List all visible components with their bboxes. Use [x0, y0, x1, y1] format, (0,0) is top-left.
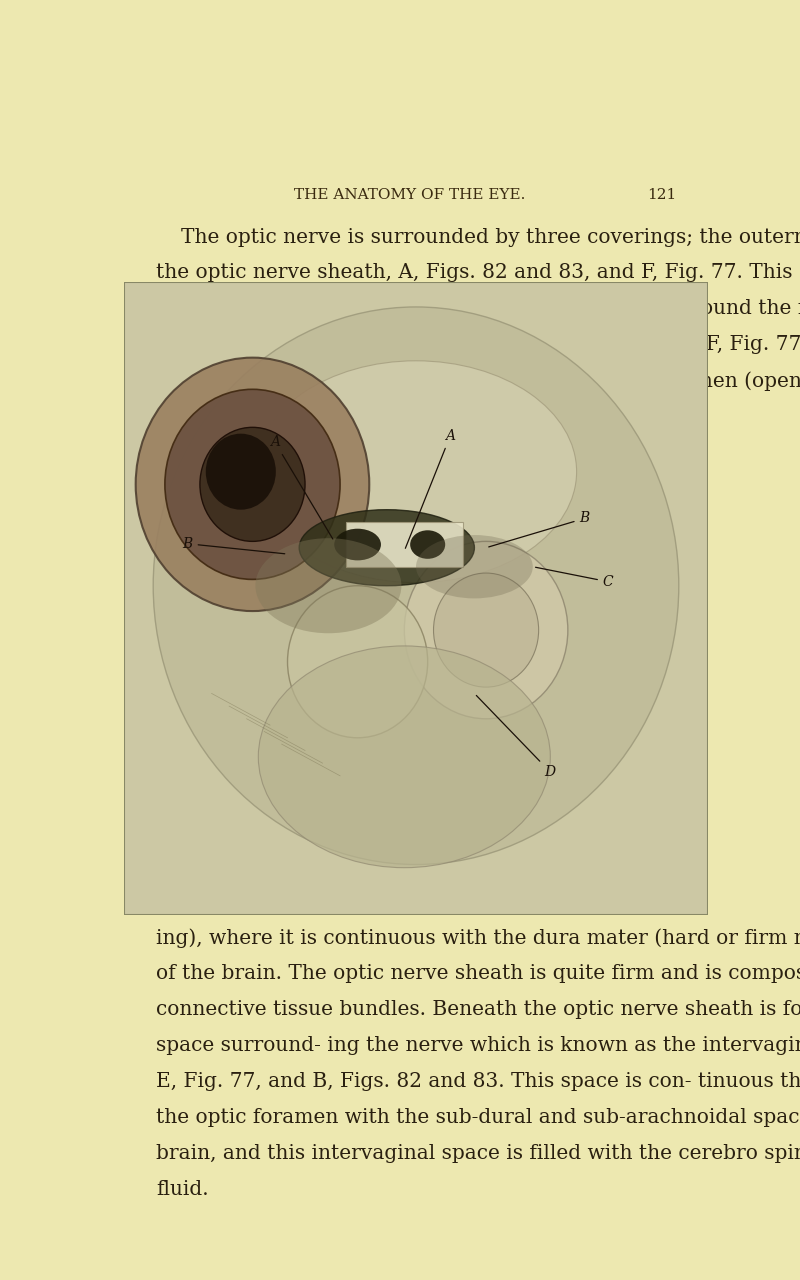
Circle shape	[287, 586, 428, 737]
Text: B: B	[182, 536, 285, 554]
Text: of the brain. The optic nerve sheath is quite firm and is composed of: of the brain. The optic nerve sheath is …	[156, 964, 800, 983]
Circle shape	[206, 434, 276, 509]
Text: B: B	[489, 512, 590, 547]
Ellipse shape	[258, 646, 550, 868]
Text: space surround- ing the nerve which is known as the intervaginal space,: space surround- ing the nerve which is k…	[156, 1037, 800, 1055]
Ellipse shape	[255, 361, 577, 582]
Text: the optic nerve sheath, A, Figs. 82 and 83, and F, Fig. 77. This: the optic nerve sheath, A, Figs. 82 and …	[156, 264, 792, 283]
Text: the outermost portion of the sclerotic, Y, Fig. 76, and F, Fig. 77.: the outermost portion of the sclerotic, …	[156, 335, 800, 355]
Text: THE ANATOMY OF THE EYE.: THE ANATOMY OF THE EYE.	[294, 188, 526, 202]
Text: fluid.: fluid.	[156, 1180, 209, 1199]
Text: This sheath is continuous backward to the optic foramen (open-: This sheath is continuous backward to th…	[156, 371, 800, 392]
Text: the optic foramen with the sub-dural and sub-arachnoidal spaces of the: the optic foramen with the sub-dural and…	[156, 1108, 800, 1128]
Text: connective tissue bundles. Beneath the optic nerve sheath is found a: connective tissue bundles. Beneath the o…	[156, 1000, 800, 1019]
Text: Fig. 84.  Showing cross section of the head of a bird,: Fig. 84. Showing cross section of the he…	[194, 886, 626, 902]
Text: 121: 121	[647, 188, 677, 202]
Text: The optic nerve is surrounded by three coverings; the outermost being: The optic nerve is surrounded by three c…	[181, 228, 800, 247]
Bar	[124, 282, 708, 915]
Ellipse shape	[299, 509, 474, 586]
Ellipse shape	[255, 538, 402, 634]
Ellipse shape	[410, 530, 446, 559]
Text: C: C	[535, 567, 614, 589]
Text: A: A	[406, 429, 455, 548]
Circle shape	[200, 428, 305, 541]
Text: ing), where it is continuous with the dura mater (hard or firm mother): ing), where it is continuous with the du…	[156, 928, 800, 948]
Text: A: A	[270, 435, 333, 539]
Circle shape	[404, 541, 568, 719]
Circle shape	[434, 573, 538, 687]
Ellipse shape	[416, 535, 533, 599]
Text: D: D	[476, 695, 556, 778]
Circle shape	[136, 357, 370, 611]
Bar	[346, 522, 462, 567]
Text: E, Fig. 77, and B, Figs. 82 and 83. This space is con- tinuous through: E, Fig. 77, and B, Figs. 82 and 83. This…	[156, 1073, 800, 1091]
Circle shape	[165, 389, 340, 580]
Text: covering is formed by the con- tinuation backward around the nerve of: covering is formed by the con- tinuation…	[156, 300, 800, 319]
Ellipse shape	[334, 529, 381, 561]
Ellipse shape	[154, 307, 678, 864]
Text: brain, and this intervaginal space is filled with the cerebro spinal: brain, and this intervaginal space is fi…	[156, 1144, 800, 1164]
